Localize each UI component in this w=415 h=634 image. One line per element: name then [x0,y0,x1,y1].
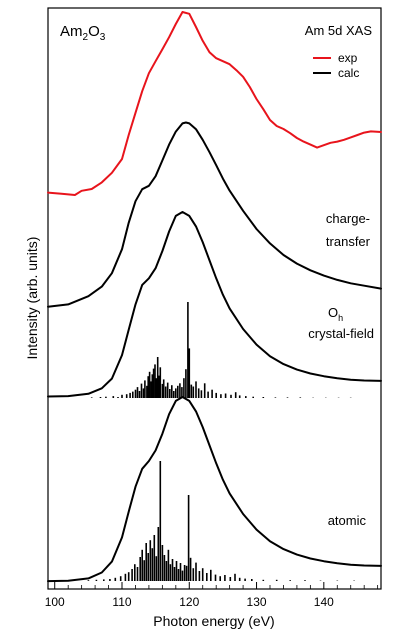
compound-sub1: 2 [83,32,89,43]
compound-sub2: 3 [100,32,106,43]
x-tick-label: 120 [179,595,199,609]
label-crystal-field: crystal-field [308,326,374,341]
legend-exp-label: exp [338,51,358,65]
label-charge-transfer-2: transfer [326,234,371,249]
edge-label: Am 5d XAS [305,23,373,38]
plot-frame [47,7,382,590]
x-tick-label: 110 [112,595,131,609]
label-oh: Oh [328,305,343,323]
label-atomic: atomic [328,513,367,528]
sticks-layer [87,302,355,581]
crystal-field-curve [47,211,382,398]
x-tick-label: 130 [247,595,267,609]
compound-mid: O [88,23,100,40]
x-tick-label: 100 [45,595,65,609]
charge-transfer-curve [47,121,382,308]
curves-layer [47,11,382,583]
label-charge-transfer-1: charge- [326,211,370,226]
label-oh-sub: h [338,313,343,323]
x-tick-label: 140 [314,595,334,609]
compound-label: Am2O3 [60,23,106,43]
x-axis-label: Photon energy (eV) [153,613,274,629]
exp-curve [47,11,382,196]
legend-calc-label: calc [338,66,359,80]
label-oh-base: O [328,305,338,320]
atomic-curve [47,396,382,583]
x-ticks: 100 110 120 130 140 [45,582,379,609]
y-axis-label: Intensity (arb. units) [24,237,40,360]
compound-base: Am [60,23,83,40]
